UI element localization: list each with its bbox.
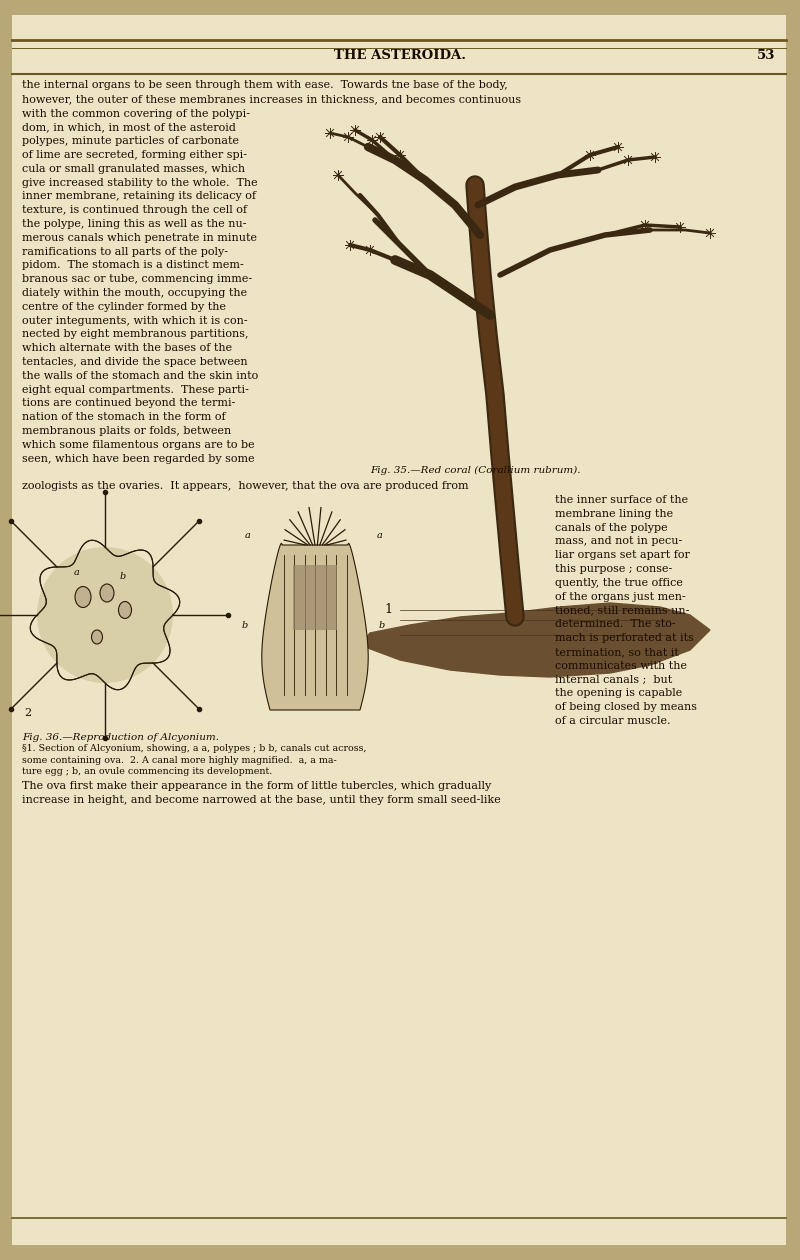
Text: 2: 2 xyxy=(24,708,31,718)
Text: with the common covering of the polypi-: with the common covering of the polypi- xyxy=(22,108,250,118)
Text: nected by eight membranous partitions,: nected by eight membranous partitions, xyxy=(22,329,249,339)
Text: termination, so that it: termination, so that it xyxy=(555,646,679,656)
Text: tentacles, and divide the space between: tentacles, and divide the space between xyxy=(22,357,248,367)
Ellipse shape xyxy=(100,583,114,602)
Text: a: a xyxy=(74,568,80,577)
Text: give increased stability to the whole.  The: give increased stability to the whole. T… xyxy=(22,178,258,188)
Text: of being closed by means: of being closed by means xyxy=(555,702,697,712)
Bar xyxy=(18,500,448,730)
Text: mass, and not in pecu-: mass, and not in pecu- xyxy=(555,537,682,547)
Text: mach is perforated at its: mach is perforated at its xyxy=(555,633,694,643)
Text: texture, is continued through the cell of: texture, is continued through the cell o… xyxy=(22,205,247,215)
Text: tioned, still remains un-: tioned, still remains un- xyxy=(555,605,690,615)
Text: dom, in which, in most of the asteroid: dom, in which, in most of the asteroid xyxy=(22,122,236,132)
Text: pidom.  The stomach is a distinct mem-: pidom. The stomach is a distinct mem- xyxy=(22,261,244,271)
Text: cula or small granulated masses, which: cula or small granulated masses, which xyxy=(22,164,245,174)
Text: however, the outer of these membranes increases in thickness, and becomes contin: however, the outer of these membranes in… xyxy=(22,93,521,103)
Text: diately within the mouth, occupying the: diately within the mouth, occupying the xyxy=(22,289,247,299)
Text: ture egg ; b, an ovule commencing its development.: ture egg ; b, an ovule commencing its de… xyxy=(22,767,272,776)
Text: the opening is capable: the opening is capable xyxy=(555,688,682,698)
Ellipse shape xyxy=(118,601,131,619)
Text: 1: 1 xyxy=(384,604,392,616)
Text: Fig. 36.—Reproduction of Alcyonium.: Fig. 36.—Reproduction of Alcyonium. xyxy=(22,733,219,742)
Text: b: b xyxy=(120,572,126,582)
Text: communicates with the: communicates with the xyxy=(555,660,687,670)
Text: ramifications to all parts of the poly-: ramifications to all parts of the poly- xyxy=(22,247,228,257)
Text: inner membrane, retaining its delicacy of: inner membrane, retaining its delicacy o… xyxy=(22,192,256,202)
Polygon shape xyxy=(262,543,368,709)
Text: polypes, minute particles of carbonate: polypes, minute particles of carbonate xyxy=(22,136,239,146)
Text: this purpose ; conse-: this purpose ; conse- xyxy=(555,564,672,575)
Text: quently, the true office: quently, the true office xyxy=(555,578,683,588)
Bar xyxy=(293,564,337,630)
Text: which alternate with the bases of the: which alternate with the bases of the xyxy=(22,343,232,353)
Text: of the organs just men-: of the organs just men- xyxy=(555,592,686,601)
Ellipse shape xyxy=(91,630,102,644)
Text: a: a xyxy=(377,530,383,541)
Text: outer integuments, with which it is con-: outer integuments, with which it is con- xyxy=(22,315,248,325)
Text: zoologists as the ovaries.  It appears,  however, that the ova are produced from: zoologists as the ovaries. It appears, h… xyxy=(22,481,469,491)
Text: centre of the cylinder formed by the: centre of the cylinder formed by the xyxy=(22,302,226,311)
Text: nation of the stomach in the form of: nation of the stomach in the form of xyxy=(22,412,226,422)
Text: merous canals which penetrate in minute: merous canals which penetrate in minute xyxy=(22,233,257,243)
Text: increase in height, and become narrowed at the base, until they form small seed-: increase in height, and become narrowed … xyxy=(22,795,501,805)
Text: b: b xyxy=(242,621,248,630)
Ellipse shape xyxy=(75,586,91,607)
Text: the internal organs to be seen through them with ease.  Towards tne base of the : the internal organs to be seen through t… xyxy=(22,79,508,89)
Text: a: a xyxy=(245,530,251,541)
Text: some containing ova.  2. A canal more highly magnified.  a, a ma-: some containing ova. 2. A canal more hig… xyxy=(22,756,337,765)
Text: eight equal compartments.  These parti-: eight equal compartments. These parti- xyxy=(22,384,249,394)
Text: liar organs set apart for: liar organs set apart for xyxy=(555,551,690,561)
Text: tions are continued beyond the termi-: tions are continued beyond the termi- xyxy=(22,398,235,408)
Circle shape xyxy=(37,547,173,683)
Text: the walls of the stomach and the skin into: the walls of the stomach and the skin in… xyxy=(22,370,258,381)
Text: canals of the polype: canals of the polype xyxy=(555,523,668,533)
Text: branous sac or tube, commencing imme-: branous sac or tube, commencing imme- xyxy=(22,275,252,285)
Text: of lime are secreted, forming either spi-: of lime are secreted, forming either spi… xyxy=(22,150,247,160)
Text: The ova first make their appearance in the form of little tubercles, which gradu: The ova first make their appearance in t… xyxy=(22,781,491,791)
Text: seen, which have been regarded by some: seen, which have been regarded by some xyxy=(22,454,254,464)
Polygon shape xyxy=(360,604,710,677)
Text: of a circular muscle.: of a circular muscle. xyxy=(555,716,670,726)
Text: membranous plaits or folds, between: membranous plaits or folds, between xyxy=(22,426,231,436)
Bar xyxy=(300,125,760,696)
Text: b: b xyxy=(379,621,385,630)
Text: THE ASTEROIDA.: THE ASTEROIDA. xyxy=(334,49,466,62)
Text: the inner surface of the: the inner surface of the xyxy=(555,495,688,505)
Text: 53: 53 xyxy=(757,49,775,62)
Text: Fig. 35.—Red coral (Corallium rubrum).: Fig. 35.—Red coral (Corallium rubrum). xyxy=(370,465,581,475)
Text: the polype, lining this as well as the nu-: the polype, lining this as well as the n… xyxy=(22,219,246,229)
Text: determined.  The sto-: determined. The sto- xyxy=(555,619,676,629)
Text: internal canals ;  but: internal canals ; but xyxy=(555,674,672,684)
Text: which some filamentous organs are to be: which some filamentous organs are to be xyxy=(22,440,254,450)
Text: §1. Section of Alcyonium, showing, a a, polypes ; b b, canals cut across,: §1. Section of Alcyonium, showing, a a, … xyxy=(22,745,366,753)
Text: membrane lining the: membrane lining the xyxy=(555,509,673,519)
